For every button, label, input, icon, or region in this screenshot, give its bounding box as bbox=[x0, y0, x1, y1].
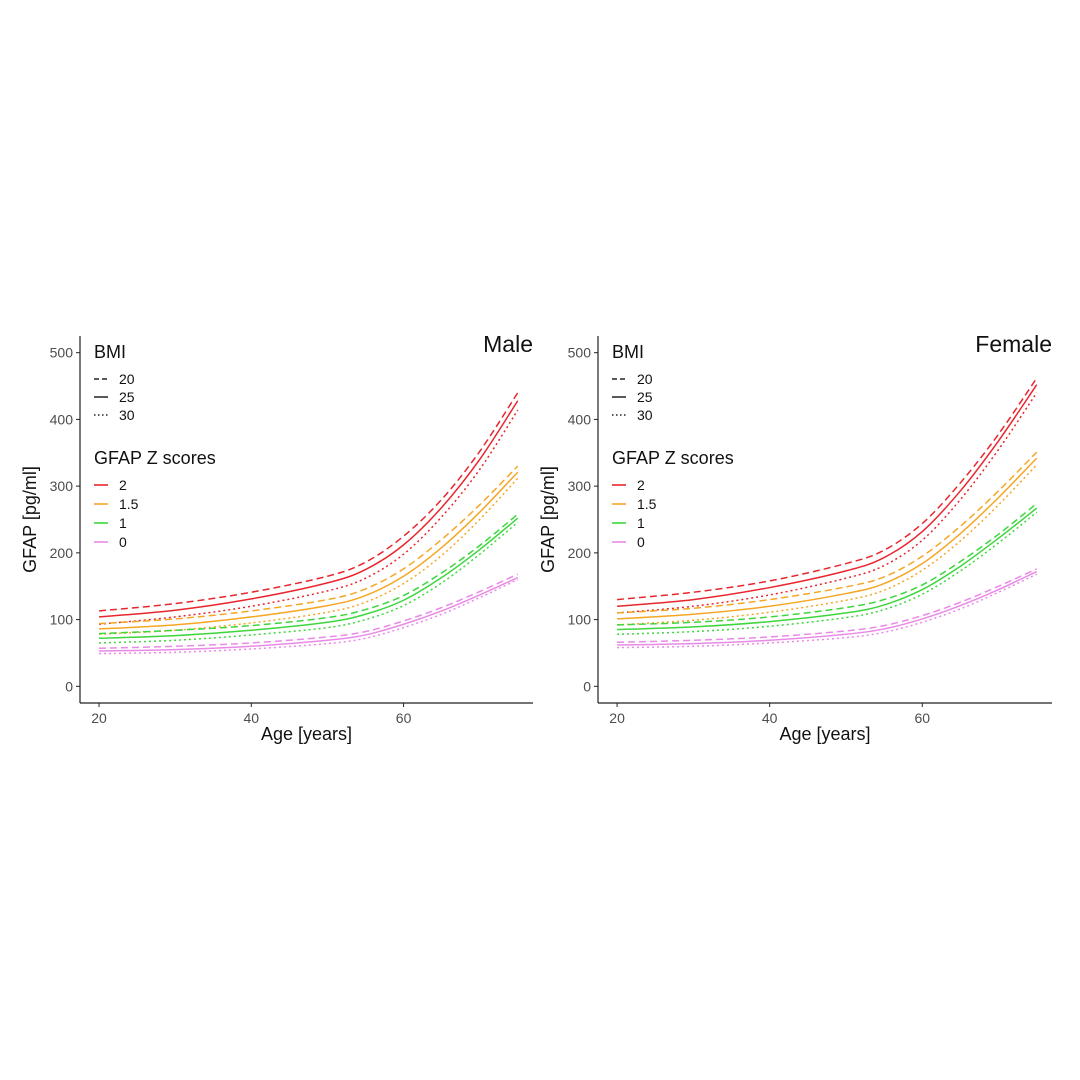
legend-title: BMI bbox=[612, 342, 644, 362]
legend-label: 30 bbox=[637, 407, 653, 423]
legend-z-scores: GFAP Z scores 2 1.5 1 0 bbox=[612, 448, 734, 550]
series-line-z2-bmi20 bbox=[98, 392, 519, 612]
legend-bmi: BMI 20 25 30 bbox=[612, 342, 653, 423]
legend-label: 30 bbox=[119, 407, 135, 423]
y-tick-label: 200 bbox=[568, 545, 592, 561]
x-tick-label: 20 bbox=[91, 710, 107, 726]
series-line-z1-bmi25 bbox=[617, 507, 1038, 631]
y-tick-label: 400 bbox=[50, 411, 74, 427]
series-line-z0-bmi30 bbox=[99, 578, 519, 655]
series-line-z0-bmi20 bbox=[617, 568, 1038, 644]
legend-label: 0 bbox=[119, 534, 127, 550]
legend-label: 20 bbox=[637, 371, 653, 387]
y-tick-label: 300 bbox=[568, 478, 592, 494]
series-line-z1-bmi25 bbox=[99, 517, 519, 640]
panel-title: Male bbox=[483, 331, 533, 357]
x-axis-title: Age [years] bbox=[261, 724, 352, 744]
series-line-z2-bmi30 bbox=[617, 392, 1038, 614]
legend-label: 25 bbox=[637, 389, 653, 405]
legend-label: 2 bbox=[637, 477, 645, 493]
y-tick-label: 500 bbox=[50, 345, 74, 361]
y-tick-label: 400 bbox=[568, 411, 592, 427]
legend-label: 1.5 bbox=[637, 496, 657, 512]
series-line-z1-bmi20 bbox=[617, 502, 1038, 626]
series-line-z1_5-bmi20 bbox=[617, 451, 1038, 614]
legend-label: 20 bbox=[119, 371, 135, 387]
y-tick-label: 0 bbox=[65, 678, 73, 694]
series-line-z0-bmi25 bbox=[99, 576, 519, 652]
y-tick-label: 500 bbox=[568, 345, 592, 361]
y-tick-label: 300 bbox=[50, 478, 74, 494]
panel-title: Female bbox=[975, 331, 1052, 357]
series-line-z2-bmi30 bbox=[98, 409, 519, 626]
y-tick-label: 200 bbox=[50, 545, 74, 561]
legend-label: 1 bbox=[637, 515, 645, 531]
legend-label: 1 bbox=[119, 515, 127, 531]
x-axis-title: Age [years] bbox=[779, 724, 870, 744]
series-line-z0-bmi25 bbox=[617, 570, 1038, 646]
x-tick-label: 40 bbox=[244, 710, 260, 726]
series-line-z1-bmi30 bbox=[99, 521, 519, 644]
legend-label: 2 bbox=[119, 477, 127, 493]
legend-title: GFAP Z scores bbox=[612, 448, 734, 468]
series-line-z1_5-bmi20 bbox=[98, 465, 519, 625]
series-line-z0-bmi20 bbox=[99, 573, 519, 650]
legend-label: 25 bbox=[119, 389, 135, 405]
series-line-z1-bmi30 bbox=[617, 511, 1038, 636]
legend-label: 0 bbox=[637, 534, 645, 550]
legend-label: 1.5 bbox=[119, 496, 139, 512]
x-tick-label: 20 bbox=[609, 710, 625, 726]
y-tick-label: 0 bbox=[583, 678, 591, 694]
y-axis-title: GFAP [pg/ml] bbox=[20, 466, 40, 573]
series-line-z2-bmi25 bbox=[98, 400, 519, 618]
legend-bmi: BMI 20 25 30 bbox=[94, 342, 135, 423]
series-line-z1_5-bmi25 bbox=[617, 457, 1038, 620]
legend-title: GFAP Z scores bbox=[94, 448, 216, 468]
series-line-z1_5-bmi25 bbox=[98, 471, 519, 630]
legend-z-scores: GFAP Z scores 2 1.5 1 0 bbox=[94, 448, 216, 550]
series-line-z0-bmi30 bbox=[617, 573, 1038, 649]
legend-title: BMI bbox=[94, 342, 126, 362]
y-tick-label: 100 bbox=[50, 612, 74, 628]
x-tick-label: 60 bbox=[396, 710, 412, 726]
series-line-z1-bmi20 bbox=[98, 513, 519, 635]
y-tick-label: 100 bbox=[568, 612, 592, 628]
y-axis-title: GFAP [pg/ml] bbox=[538, 466, 558, 573]
x-tick-label: 60 bbox=[914, 710, 930, 726]
series-line-z2-bmi20 bbox=[617, 377, 1038, 601]
x-tick-label: 40 bbox=[762, 710, 778, 726]
series-line-z2-bmi25 bbox=[617, 384, 1038, 607]
